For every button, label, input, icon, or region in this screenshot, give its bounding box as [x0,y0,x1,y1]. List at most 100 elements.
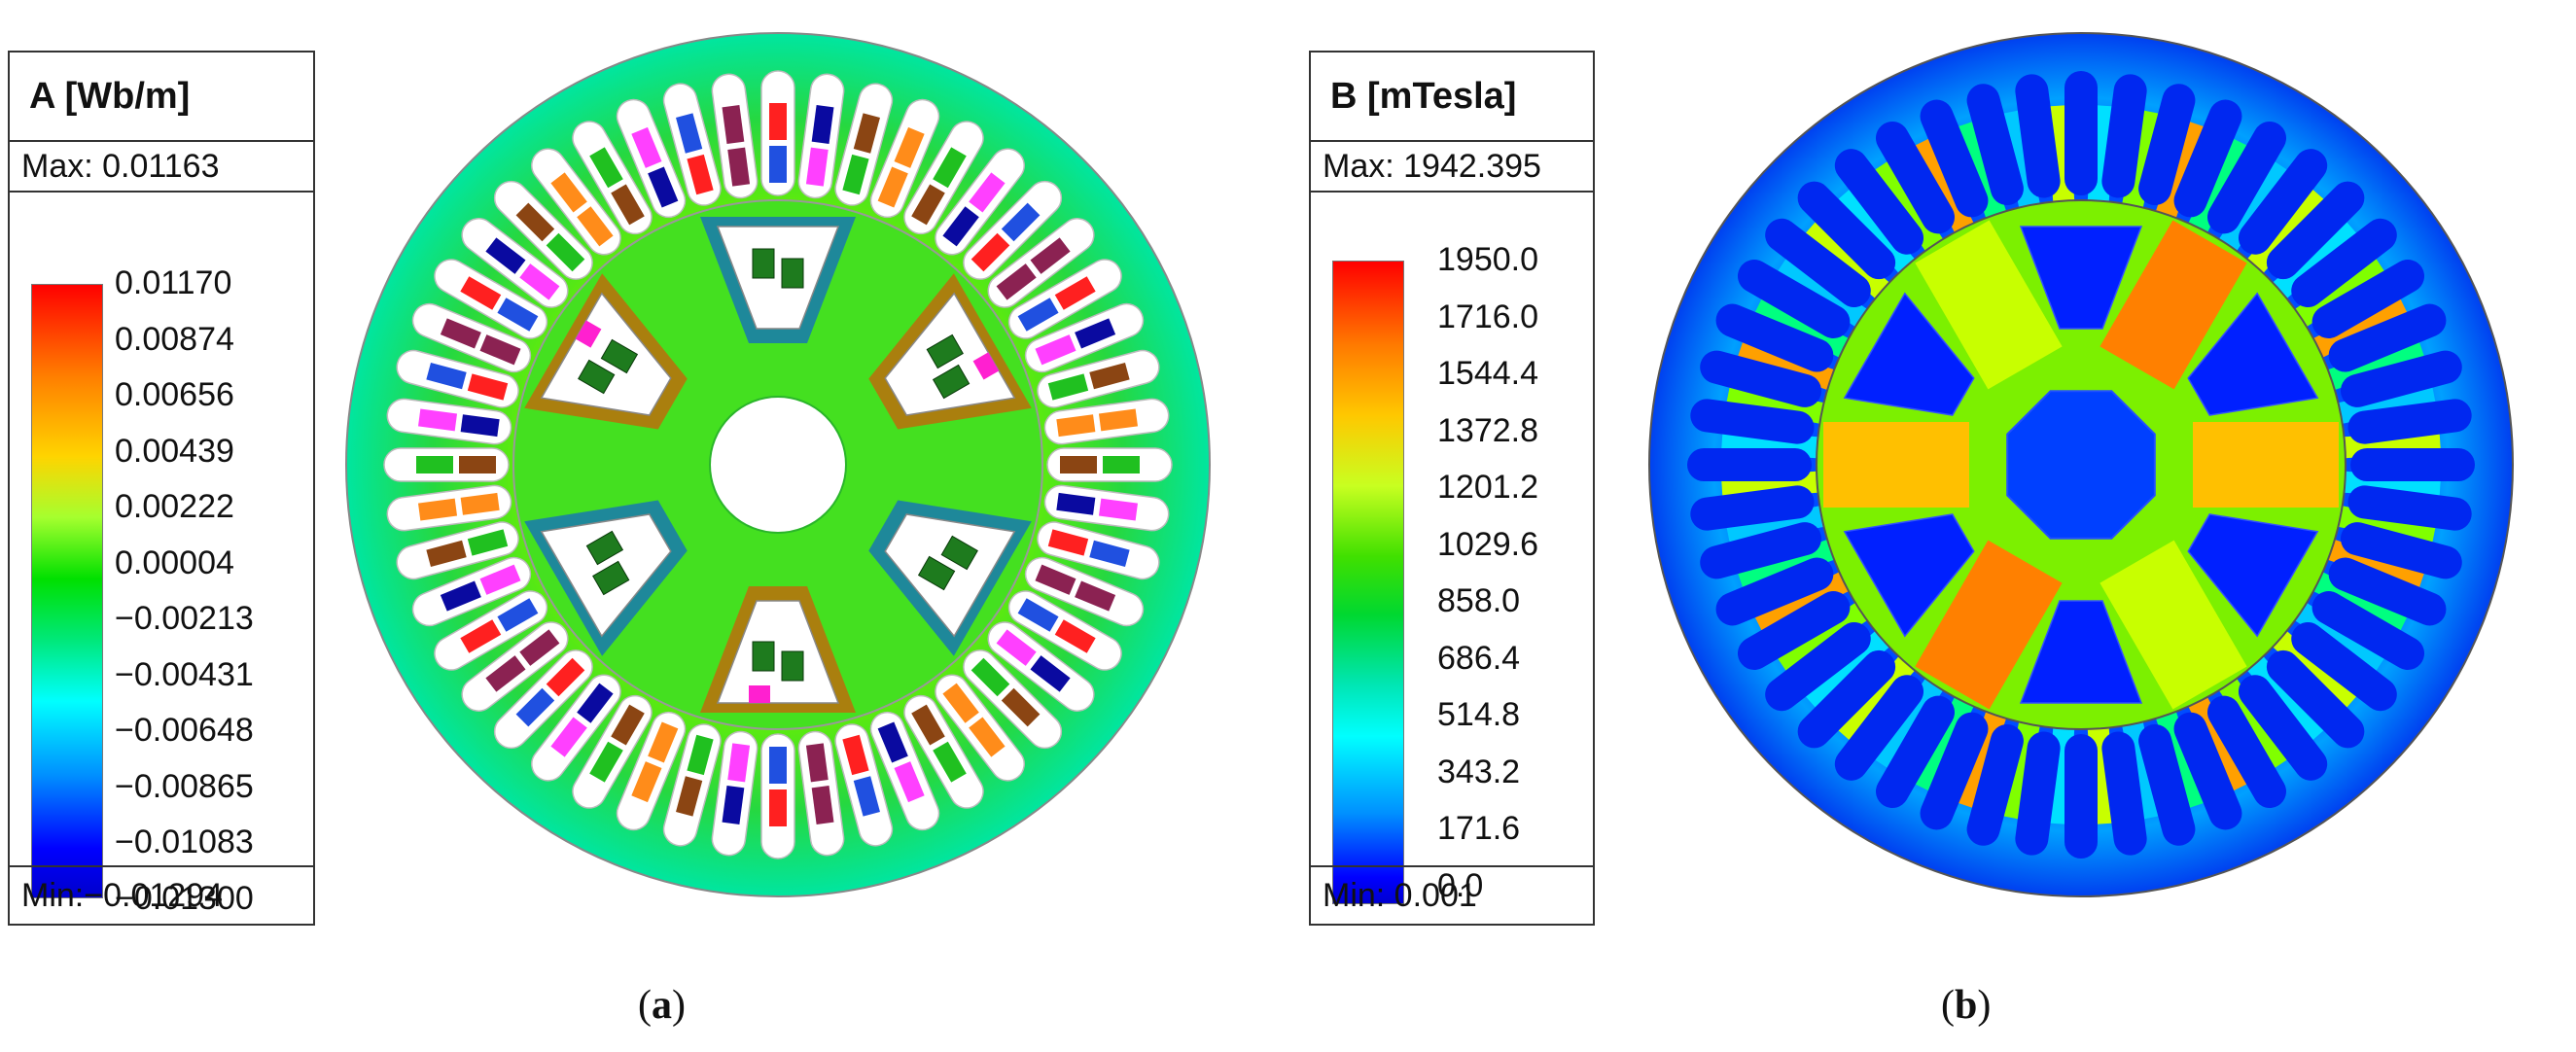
rotor-pole-b [2019,600,2143,704]
stator-slot [572,694,653,809]
rotor-pole [700,217,856,343]
stator-tooth [2217,677,2290,770]
stator-slot [869,711,940,831]
stator-slot [386,484,512,532]
stator-slot [1043,398,1170,445]
legend-a: A [Wb/m] Max: 0.01163 0.01170 0.00874 0.00… [8,51,315,926]
legend-a-title: A [Wb/m] [10,53,313,142]
rotor-arm [1823,422,1969,508]
stator-slot [572,121,653,235]
stator-slot [1037,521,1160,580]
stator-slot [411,302,532,373]
stator-slot [760,733,795,859]
rotor-pole [524,273,688,430]
legend-a-max: Max: 0.01163 [10,142,313,193]
stator-slot-b [1920,99,1989,218]
legend-b-max: Max: 1942.395 [1311,142,1593,193]
stator-slot [711,73,759,199]
stator-slot [834,83,894,206]
legend-tick: 858.0 [1437,582,1521,619]
stator-tooth [2293,601,2386,674]
stator-slot-b [2328,303,2447,372]
stator-slot-b [2238,675,2328,781]
rotor-pole-b [1843,292,1975,416]
stator-slot-b [2015,731,2061,856]
stator-tooth [2245,654,2327,743]
stator-slot [987,218,1095,308]
stator-slot-b [1966,723,2024,846]
rotor-pole [868,500,1032,656]
stator-slot [869,98,940,219]
legend-a-min: Min:−0.01294 [10,865,313,924]
stator-slot-b [1920,712,1989,830]
stator-slot [616,98,687,219]
panel-label-a: (a) [638,983,686,1028]
stator-slot-b [1834,149,1924,255]
stator-slot-b [2138,723,2196,846]
stator-slot [1046,447,1173,482]
stator-slot [1024,556,1145,627]
stator-tooth [2293,256,2386,329]
legend-b: B [mTesla] Max: 1942.395 1950.0 1716.0 154… [1309,51,1595,926]
legend-tick: 0.00439 [115,432,234,470]
stator-slot-b [2340,350,2462,407]
legend-tick: 0.01170 [115,264,232,301]
stator-slot [711,730,759,857]
shaft [709,396,847,534]
stator-slot [383,447,510,482]
stator-slot-b [2207,695,2286,809]
stator-tooth [1835,654,1917,743]
stator-tooth [2245,187,2327,275]
stator-slot-b [1797,649,1896,749]
stator-slot [1007,590,1122,671]
stator-slot-b [2328,557,2447,626]
stator-slot-b [2266,649,2365,749]
legend-tick: −0.00213 [115,600,254,637]
shaft-b [2006,390,2156,540]
stator-slot-b [1690,399,1815,444]
stator-slot [662,723,722,847]
stator-slot-b [1797,181,1896,280]
legend-b-min: Min: 0.001 [1311,865,1593,924]
stator-slot-b [2291,218,2397,308]
rotor-arm [1915,220,2063,390]
stator-slot [461,621,569,712]
stator-tooth [2217,159,2290,253]
stator-slot [1007,259,1122,339]
stator-slot-b [2311,591,2425,670]
stator-slot [396,349,519,408]
stator-tooth [1803,219,1891,300]
stator-slot [963,180,1063,280]
panel-label-b: (b) [1941,983,1992,1028]
legend-a-colorbar [31,284,103,898]
stator-slot [434,259,548,339]
stator-slot [662,83,722,206]
rotor-arm [2193,422,2339,508]
stator-slot [1043,484,1170,532]
rotor-pole-b [1843,513,1975,638]
stator-slot [493,180,593,280]
stator-slot [396,521,519,580]
stator-slot-b [1700,522,1822,579]
stator-slot [531,674,621,782]
legend-tick: 343.2 [1437,753,1521,790]
stator-slot [531,148,621,256]
legend-tick: −0.00431 [115,655,254,693]
flux-potential-plot [345,32,1211,897]
stator-slot-b [1834,675,1924,781]
stator-slot-b [1765,218,1871,308]
rotor-arm [1915,540,2063,710]
stator-slot-b [2207,121,2286,234]
legend-tick: 1201.2 [1437,469,1538,506]
legend-tick: −0.00865 [115,767,254,805]
stator-slot [616,711,687,831]
stator-slot [1024,302,1145,373]
stator-slot [1037,349,1160,408]
stator-slot-b [2350,448,2475,481]
stator-slot-b [2347,485,2472,531]
stator-slot-b [1765,621,1871,712]
stator-slot-b [1715,557,1834,626]
stator-slot-b [1700,350,1822,407]
stator-slot [760,70,795,196]
stator-slot [903,121,984,235]
